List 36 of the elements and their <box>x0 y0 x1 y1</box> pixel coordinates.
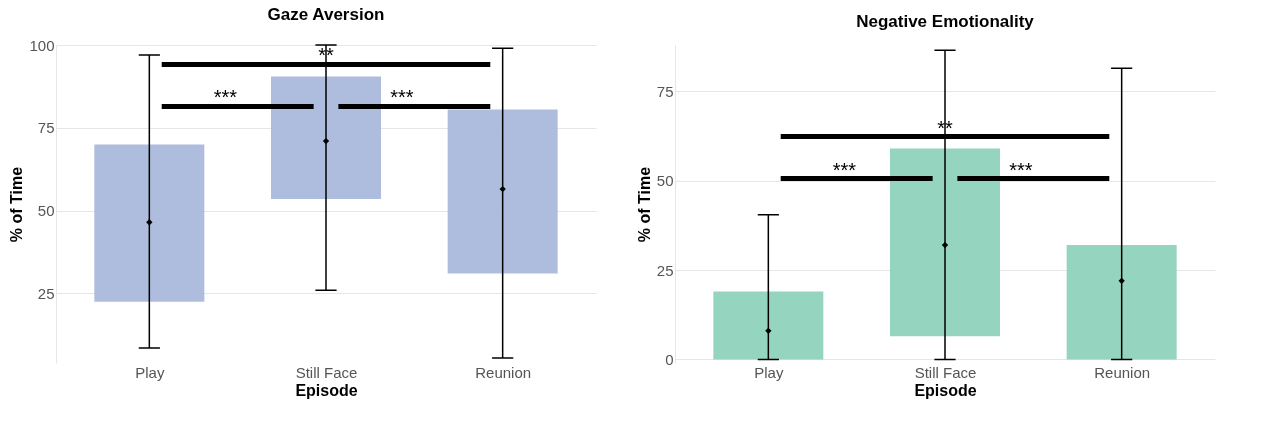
x-tick-label: Still Face <box>295 363 358 381</box>
x-tick-label: Still Face <box>914 363 977 381</box>
x-axis-title: Episode <box>914 381 977 399</box>
point <box>1118 277 1125 284</box>
point <box>941 241 949 249</box>
bar <box>447 109 558 274</box>
y-tick-label: 25 <box>37 284 55 302</box>
x-tick-label: Reunion <box>1094 363 1151 381</box>
y-tick-label: 100 <box>29 36 55 54</box>
point <box>146 219 153 226</box>
point <box>322 137 330 145</box>
bar <box>890 148 1000 337</box>
bar <box>1066 245 1177 360</box>
bar <box>271 76 381 200</box>
annotation: *** <box>1009 158 1033 181</box>
annotation: *** <box>390 86 414 109</box>
y-tick-label: 75 <box>656 82 674 100</box>
point <box>499 185 506 193</box>
y-tick-label: 50 <box>656 172 674 190</box>
annotation: *** <box>832 158 857 181</box>
x-tick-label: Play <box>754 363 784 381</box>
bar <box>94 144 205 302</box>
chart-title: Gaze Aversion <box>267 5 385 24</box>
x-axis-title: Episode <box>295 381 358 399</box>
y-axis-title: % of Time <box>8 166 26 243</box>
point <box>765 327 772 334</box>
chart-title: Negative Emotionality <box>856 12 1035 31</box>
y-axis-title: % of Time <box>635 166 653 243</box>
y-tick-label: 25 <box>656 261 674 279</box>
y-tick-label: 50 <box>37 202 55 220</box>
x-tick-label: Play <box>135 363 165 381</box>
x-tick-label: Reunion <box>475 363 532 381</box>
annotation: *** <box>213 86 238 109</box>
bar <box>713 291 824 360</box>
y-tick-label: 75 <box>37 119 55 137</box>
y-tick-label: 0 <box>665 350 674 368</box>
